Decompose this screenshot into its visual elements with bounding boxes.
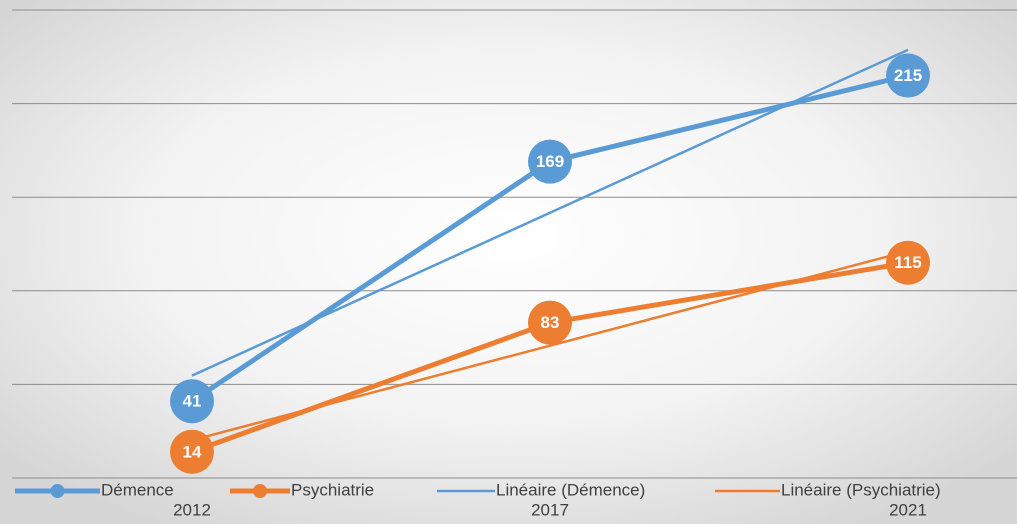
data-label: 115 — [894, 253, 921, 272]
data-point — [528, 139, 572, 184]
data-label: 169 — [536, 152, 564, 171]
legend-marker — [253, 484, 267, 498]
x-tick-label: 2012 — [173, 500, 211, 519]
data-point — [528, 300, 572, 345]
legend-marker — [50, 484, 65, 498]
data-label: 215 — [894, 66, 922, 85]
legend-label: Linéaire (Psychiatrie) — [781, 480, 941, 499]
data-point — [170, 429, 214, 474]
data-point — [886, 240, 930, 285]
legend-label: Démence — [101, 480, 174, 499]
data-point — [886, 53, 930, 98]
x-tick-label: 2017 — [531, 500, 569, 519]
data-label: 83 — [541, 313, 560, 332]
x-tick-label: 2021 — [889, 500, 927, 519]
legend-label: Linéaire (Démence) — [496, 480, 645, 499]
legend-label: Psychiatrie — [291, 480, 374, 499]
data-label: 14 — [183, 442, 202, 461]
data-label: 41 — [183, 392, 202, 411]
data-point — [170, 379, 214, 424]
